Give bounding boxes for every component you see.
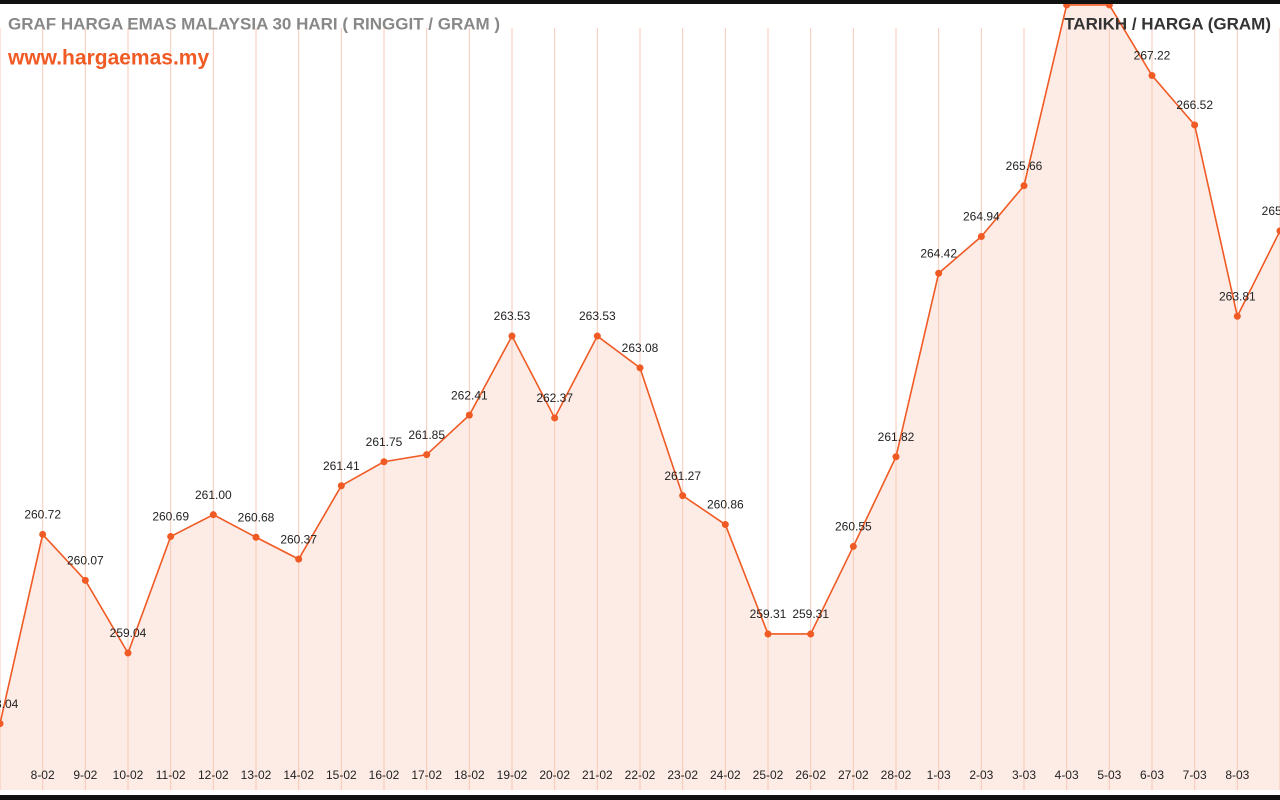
x-tick-label: 25-02 xyxy=(753,768,784,782)
point xyxy=(593,332,601,340)
point xyxy=(721,521,729,529)
point xyxy=(465,411,473,419)
point xyxy=(1233,312,1241,320)
point xyxy=(295,555,303,563)
point xyxy=(551,414,559,422)
data-label: 265.66 xyxy=(1006,159,1043,173)
data-label: 263.81 xyxy=(1219,289,1256,303)
x-tick-label: 8-02 xyxy=(31,768,55,782)
x-tick-label: 24-02 xyxy=(710,768,741,782)
x-tick-label: 8-03 xyxy=(1225,768,1249,782)
point xyxy=(508,332,516,340)
x-tick-label: 26-02 xyxy=(795,768,826,782)
axis-label: TARIKH / HARGA (GRAM) xyxy=(1064,14,1271,33)
data-label: 260.37 xyxy=(280,532,317,546)
point xyxy=(39,530,47,538)
data-label: 263.53 xyxy=(494,309,531,323)
x-tick-label: 12-02 xyxy=(198,768,229,782)
x-tick-label: 3-03 xyxy=(1012,768,1036,782)
point xyxy=(423,451,431,459)
chart-title: GRAF HARGA EMAS MALAYSIA 30 HARI ( RINGG… xyxy=(8,14,500,33)
point xyxy=(167,533,175,541)
data-label: 260.69 xyxy=(152,510,189,524)
data-label: 264.94 xyxy=(963,210,1000,224)
point xyxy=(764,630,772,638)
data-label: 266.52 xyxy=(1176,98,1213,112)
point xyxy=(1276,227,1280,235)
x-tick-label: 28-02 xyxy=(881,768,912,782)
point xyxy=(892,453,900,461)
data-label: 261.85 xyxy=(408,428,445,442)
data-label: 262.37 xyxy=(536,391,573,405)
data-label: 264.42 xyxy=(920,246,957,260)
chart-subtitle: www.hargaemas.my xyxy=(7,47,209,70)
point xyxy=(124,649,132,657)
x-tick-label: 9-02 xyxy=(73,768,97,782)
x-tick-label: 27-02 xyxy=(838,768,869,782)
point xyxy=(380,458,388,466)
x-tick-label: 10-02 xyxy=(113,768,144,782)
point xyxy=(337,482,345,490)
x-tick-label: 20-02 xyxy=(539,768,570,782)
data-label: 267.22 xyxy=(1134,49,1171,63)
top-border xyxy=(0,0,1280,4)
x-tick-label: 15-02 xyxy=(326,768,357,782)
x-tick-label: 21-02 xyxy=(582,768,613,782)
point xyxy=(252,533,260,541)
data-label: 260.86 xyxy=(707,498,744,512)
x-tick-label: 13-02 xyxy=(241,768,272,782)
data-label: 260.68 xyxy=(238,510,275,524)
data-label: 258.04 xyxy=(0,697,19,711)
data-label: 263.08 xyxy=(622,341,659,355)
data-label: 259.31 xyxy=(792,607,829,621)
x-tick-label: 5-03 xyxy=(1097,768,1121,782)
data-label: 259.04 xyxy=(110,626,147,640)
data-label: 263.53 xyxy=(579,309,616,323)
point xyxy=(679,492,687,500)
x-tick-label: 16-02 xyxy=(369,768,400,782)
point xyxy=(209,511,217,519)
point xyxy=(1191,121,1199,129)
x-tick-label: 6-03 xyxy=(1140,768,1164,782)
point xyxy=(977,233,985,241)
x-tick-label: 22-02 xyxy=(625,768,656,782)
point xyxy=(935,269,943,277)
x-tick-label: 14-02 xyxy=(283,768,314,782)
point xyxy=(807,630,815,638)
data-label: 259.31 xyxy=(750,607,787,621)
data-label: 262.41 xyxy=(451,388,488,402)
point xyxy=(636,364,644,372)
x-tick-label: 23-02 xyxy=(667,768,698,782)
data-label: 260.07 xyxy=(67,553,104,567)
point xyxy=(1148,72,1156,80)
data-label: 261.27 xyxy=(664,469,701,483)
point xyxy=(0,720,4,728)
x-tick-label: 7-03 xyxy=(1183,768,1207,782)
data-label: 261.00 xyxy=(195,488,232,502)
x-tick-label: 1-03 xyxy=(927,768,951,782)
x-tick-label: 2-03 xyxy=(969,768,993,782)
point xyxy=(81,576,89,584)
data-label: 265.02 xyxy=(1262,204,1280,218)
x-tick-label: 4-03 xyxy=(1055,768,1079,782)
point xyxy=(1020,182,1028,190)
x-tick-label: 18-02 xyxy=(454,768,485,782)
data-label: 260.55 xyxy=(835,520,872,534)
data-label: 261.82 xyxy=(878,430,915,444)
x-tick-label: 11-02 xyxy=(156,768,186,782)
point xyxy=(849,542,857,550)
x-tick-label: 19-02 xyxy=(497,768,528,782)
data-label: 260.72 xyxy=(24,508,61,522)
data-label: 261.75 xyxy=(366,435,403,449)
bottom-border xyxy=(0,795,1280,800)
data-label: 261.41 xyxy=(323,459,360,473)
x-tick-label: 17-02 xyxy=(411,768,442,782)
